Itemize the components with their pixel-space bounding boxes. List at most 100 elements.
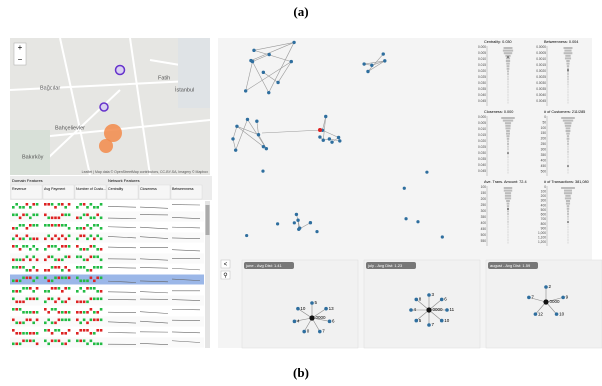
node[interactable] <box>310 301 314 305</box>
table-row[interactable] <box>10 264 204 274</box>
node[interactable] <box>318 330 322 334</box>
node[interactable] <box>403 187 406 190</box>
node[interactable] <box>257 133 260 136</box>
cell-glyph <box>12 298 15 301</box>
node[interactable] <box>276 81 279 84</box>
column-header[interactable]: Avg Payment <box>44 187 65 191</box>
node[interactable] <box>427 323 431 327</box>
table-row[interactable] <box>10 317 204 327</box>
node[interactable] <box>338 139 341 142</box>
node[interactable] <box>315 230 318 233</box>
back-button[interactable]: < <box>224 262 228 268</box>
center-node[interactable] <box>543 299 548 304</box>
node[interactable] <box>425 171 428 174</box>
node[interactable] <box>328 320 332 324</box>
node[interactable] <box>330 140 333 143</box>
map-marker[interactable] <box>100 103 108 111</box>
node[interactable] <box>366 70 369 73</box>
node[interactable] <box>296 307 300 311</box>
node[interactable] <box>427 293 431 297</box>
node[interactable] <box>382 52 385 55</box>
cell-glyph <box>58 319 61 322</box>
histogram-bar <box>568 86 569 88</box>
column-header[interactable]: Closeness <box>140 187 157 191</box>
node[interactable] <box>440 319 444 323</box>
node[interactable] <box>555 312 559 316</box>
column-header[interactable]: Revenue <box>12 187 26 191</box>
center-node[interactable] <box>426 307 431 312</box>
node[interactable] <box>527 296 531 300</box>
table-row[interactable] <box>10 338 204 348</box>
center-node[interactable] <box>309 315 314 320</box>
column-header[interactable]: Betweenness <box>172 187 194 191</box>
table-row[interactable] <box>10 212 204 222</box>
zoom-out[interactable]: − <box>18 55 23 64</box>
column-header[interactable]: Centrality <box>108 187 123 191</box>
cell-glyph <box>61 235 64 238</box>
node[interactable] <box>261 170 264 173</box>
node[interactable] <box>383 59 386 62</box>
table-row[interactable] <box>10 243 204 253</box>
table-row[interactable] <box>10 285 204 295</box>
cell-glyph <box>36 319 39 322</box>
table-row[interactable] <box>10 233 204 243</box>
node[interactable] <box>267 91 270 94</box>
node[interactable] <box>252 49 255 52</box>
node[interactable] <box>337 136 340 139</box>
node[interactable] <box>231 137 234 140</box>
node[interactable] <box>324 307 328 311</box>
map-marker[interactable] <box>116 66 125 75</box>
node[interactable] <box>276 222 279 225</box>
node[interactable] <box>246 118 249 121</box>
node[interactable] <box>445 308 449 312</box>
node[interactable] <box>262 145 265 148</box>
node[interactable] <box>561 296 565 300</box>
node[interactable] <box>249 59 252 62</box>
node[interactable] <box>292 41 295 44</box>
node[interactable] <box>362 62 365 65</box>
node[interactable] <box>324 115 327 118</box>
node[interactable] <box>409 308 413 312</box>
node[interactable] <box>234 148 237 151</box>
node[interactable] <box>370 64 373 67</box>
column-header[interactable]: Number of Custo... <box>76 187 106 191</box>
node[interactable] <box>318 135 321 138</box>
scrollbar-thumb[interactable] <box>206 205 210 235</box>
node[interactable] <box>268 53 271 56</box>
table-row[interactable] <box>10 275 204 285</box>
node[interactable] <box>328 137 331 140</box>
node[interactable] <box>416 220 419 223</box>
table-row[interactable] <box>10 296 204 306</box>
cell-glyph <box>79 301 82 304</box>
table-row[interactable] <box>10 306 204 316</box>
node[interactable] <box>309 221 312 224</box>
node[interactable] <box>293 221 296 224</box>
node[interactable] <box>235 125 238 128</box>
zoom-button[interactable]: ⚲ <box>223 272 227 279</box>
node[interactable] <box>404 217 407 220</box>
node[interactable] <box>414 319 418 323</box>
table-row[interactable] <box>10 201 204 211</box>
node[interactable] <box>544 285 548 289</box>
node[interactable] <box>302 330 306 334</box>
node[interactable] <box>245 234 248 237</box>
node[interactable] <box>244 89 247 92</box>
node[interactable] <box>441 235 444 238</box>
node[interactable] <box>298 226 301 229</box>
zoom-in[interactable]: + <box>18 43 23 52</box>
node[interactable] <box>293 320 297 324</box>
node[interactable] <box>414 298 418 302</box>
node[interactable] <box>295 213 298 216</box>
node[interactable] <box>534 312 538 316</box>
node[interactable] <box>262 71 265 74</box>
node[interactable] <box>296 218 299 221</box>
node[interactable] <box>255 119 258 122</box>
node[interactable] <box>318 128 322 132</box>
node[interactable] <box>265 147 268 150</box>
map-marker[interactable] <box>99 139 113 153</box>
histogram-bar <box>506 200 510 202</box>
node[interactable] <box>290 60 293 63</box>
node[interactable] <box>322 138 325 141</box>
cell-glyph <box>76 206 79 209</box>
node[interactable] <box>440 298 444 302</box>
